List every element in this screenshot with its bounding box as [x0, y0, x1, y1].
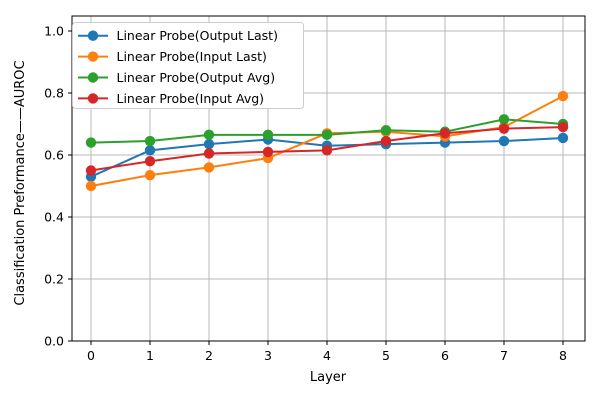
y-tick-label: 0.6: [44, 148, 64, 163]
data-point: [85, 180, 97, 192]
data-point: [321, 129, 333, 141]
data-point: [144, 145, 156, 156]
x-tick-label: 3: [264, 348, 272, 363]
data-point: [203, 148, 215, 159]
data-point: [380, 125, 392, 136]
data-point: [262, 146, 274, 158]
data-point: [498, 114, 510, 125]
x-tick-label: 7: [500, 348, 508, 363]
legend-marker: [87, 93, 99, 104]
y-tick-label: 0.2: [44, 272, 64, 287]
y-tick-label: 1.0: [44, 24, 64, 39]
legend-marker: [87, 72, 99, 83]
axes: 0 1 2 3 4 5 6 7 8 0.0 0.2 0.4 0.6 0.8 1.0: [44, 15, 586, 363]
data-series: [85, 90, 569, 192]
legend-marker: [87, 30, 99, 41]
data-point: [262, 129, 274, 141]
legend-label: Linear Probe(Input Last): [117, 49, 267, 64]
data-point: [557, 121, 569, 133]
legend-label: Linear Probe(Output Avg): [117, 70, 276, 85]
legend-label: Linear Probe(Input Avg): [117, 91, 265, 106]
data-point: [380, 135, 392, 147]
data-point: [203, 162, 215, 173]
data-point: [144, 156, 156, 167]
legend-label: Linear Probe(Output Last): [117, 28, 278, 43]
data-point: [203, 129, 215, 141]
legend: Linear Probe(Output Last) Linear Probe(In…: [72, 22, 304, 109]
y-tick-label: 0.8: [44, 86, 64, 101]
data-point: [498, 123, 510, 134]
data-point: [439, 128, 451, 139]
x-tick-label: 8: [559, 348, 567, 363]
data-point: [85, 165, 97, 176]
x-axis-label: Layer: [310, 370, 347, 385]
x-tick-label: 2: [205, 348, 213, 363]
legend-box: [72, 22, 304, 109]
data-point: [144, 135, 156, 147]
x-tick-label: 0: [87, 348, 95, 363]
data-point: [557, 132, 569, 144]
data-point: [557, 90, 569, 102]
data-point: [321, 145, 333, 156]
x-tick-label: 6: [441, 348, 449, 363]
legend-marker: [87, 51, 99, 62]
data-point: [498, 135, 510, 147]
x-tick-label: 5: [382, 348, 390, 363]
data-point: [203, 138, 215, 150]
y-tick-label: 0.4: [44, 210, 64, 225]
plot-border: [71, 15, 586, 342]
x-tick-label: 4: [323, 348, 331, 363]
data-point: [85, 137, 97, 148]
data-point: [144, 169, 156, 181]
y-tick-label: 0.0: [44, 334, 64, 349]
x-tick-label: 1: [146, 348, 154, 363]
y-axis-label: Classification Preformance——AUROC: [13, 60, 28, 305]
